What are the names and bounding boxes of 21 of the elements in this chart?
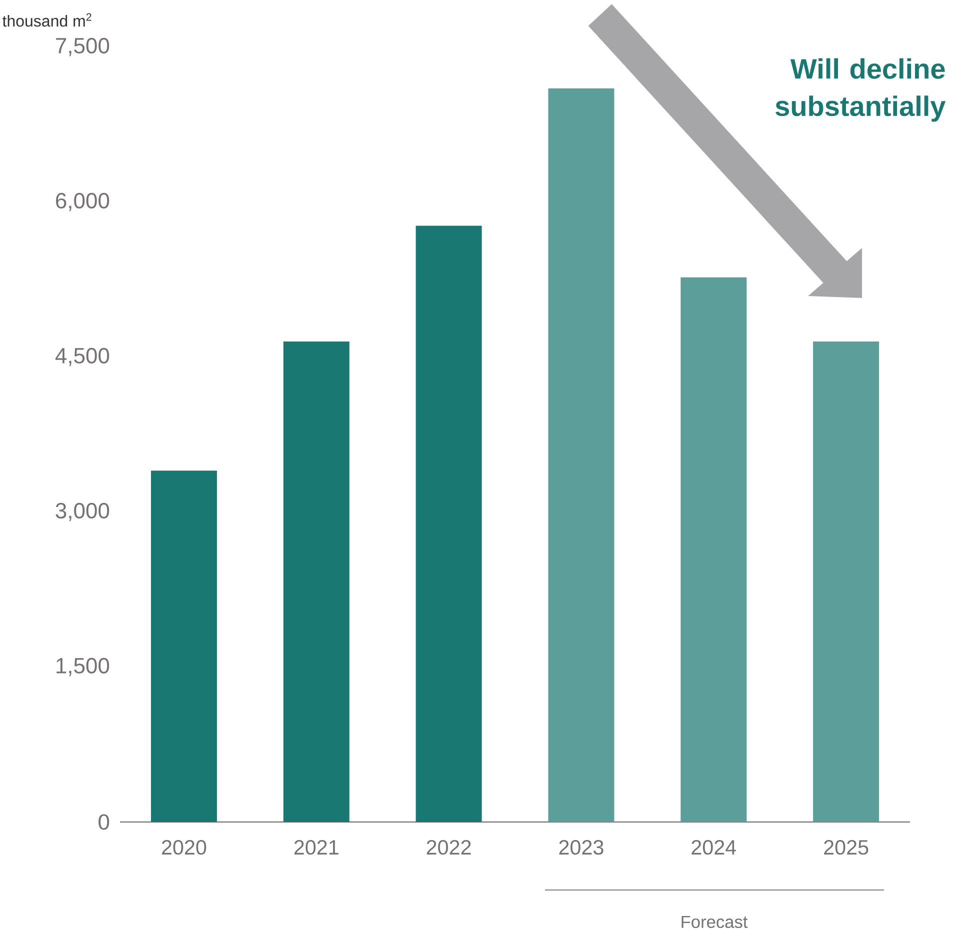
x-tick-label: 2024	[692, 840, 736, 855]
x-tick-label: 2022	[426, 840, 471, 855]
bar	[813, 341, 880, 822]
y-axis-title: thousand m$^{2}$	[2, 13, 92, 27]
y-tick-label: 1,500	[56, 658, 110, 676]
y-tick-label: 7,500	[56, 38, 110, 56]
bar	[416, 226, 482, 822]
y-tick-label: 0	[98, 814, 110, 830]
x-tick-label: 2021	[294, 840, 338, 855]
y-tick-label: 3,000	[56, 502, 110, 522]
bar	[283, 341, 350, 822]
bar	[548, 88, 614, 822]
y-tick-label: 6,000	[56, 192, 110, 212]
x-tick-label: 2025	[824, 840, 868, 855]
x-tick-label: 2020	[162, 840, 206, 855]
bar	[680, 277, 747, 822]
annotation: Will decline substantially	[776, 58, 946, 122]
text: Forecast	[682, 916, 748, 928]
x-tick-label: 2023	[559, 840, 604, 855]
bar	[150, 470, 217, 822]
y-tick-label: 4,500	[55, 348, 110, 366]
